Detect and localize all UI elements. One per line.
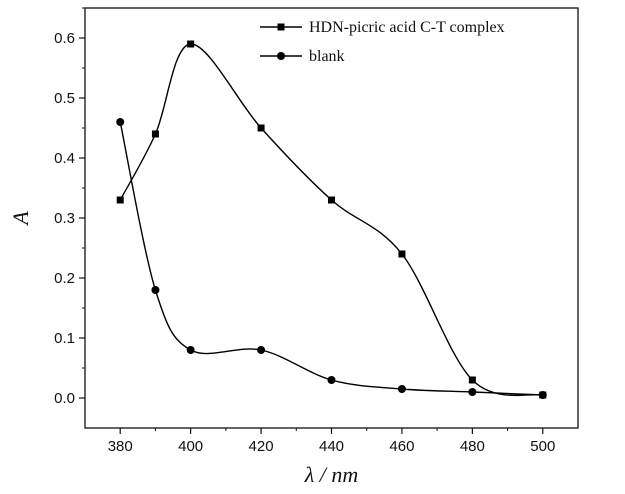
data-point-circle: [151, 286, 160, 294]
x-tick-label: 440: [319, 438, 344, 455]
data-point-square: [116, 196, 124, 204]
data-point-circle: [327, 376, 336, 384]
x-tick-label: 380: [108, 438, 133, 455]
axes: 380 400 420 440 460 480 500 0.0 0.1 0.2 0.3 0.4 0.5 0…: [54, 7, 579, 455]
data-point-square: [257, 124, 265, 132]
x-tick-label: 500: [530, 438, 555, 455]
x-tick-label: 460: [389, 438, 414, 455]
series-layer: [116, 40, 547, 399]
legend-marker-square: [277, 23, 285, 31]
x-tick-label: 400: [178, 438, 203, 455]
data-point-circle: [397, 385, 406, 393]
y-tick-label: 0.3: [54, 210, 75, 227]
x-tick-label: 420: [249, 438, 274, 455]
y-tick-label: 0.0: [54, 390, 75, 407]
data-point-circle: [538, 391, 547, 399]
x-tick-label: 480: [460, 438, 485, 455]
legend: HDN-picric acid C-T complex blank: [260, 19, 505, 65]
legend-label: HDN-picric acid C-T complex: [309, 19, 505, 36]
data-point-circle: [116, 118, 125, 126]
data-point-square: [328, 196, 335, 204]
data-point-square: [468, 376, 476, 384]
legend-label: blank: [309, 48, 345, 65]
data-point-square: [151, 130, 159, 138]
legend-marker-circle: [277, 52, 285, 60]
series-line-1: [119, 43, 543, 397]
data-point-circle: [468, 388, 477, 396]
data-point-circle: [257, 346, 266, 354]
series-line-2: [119, 121, 543, 396]
data-point-square: [187, 40, 195, 48]
data-point-square: [398, 250, 406, 258]
x-axis-title: λ / nm: [304, 462, 359, 487]
data-point-circle: [186, 346, 195, 354]
y-tick-label: 0.4: [54, 150, 75, 167]
plot-frame: [84, 7, 579, 429]
y-axis-title: A: [8, 211, 33, 227]
y-tick-label: 0.1: [54, 330, 75, 347]
y-tick-label: 0.2: [54, 270, 75, 287]
y-tick-label: 0.5: [54, 90, 75, 107]
y-tick-label: 0.6: [54, 30, 75, 47]
